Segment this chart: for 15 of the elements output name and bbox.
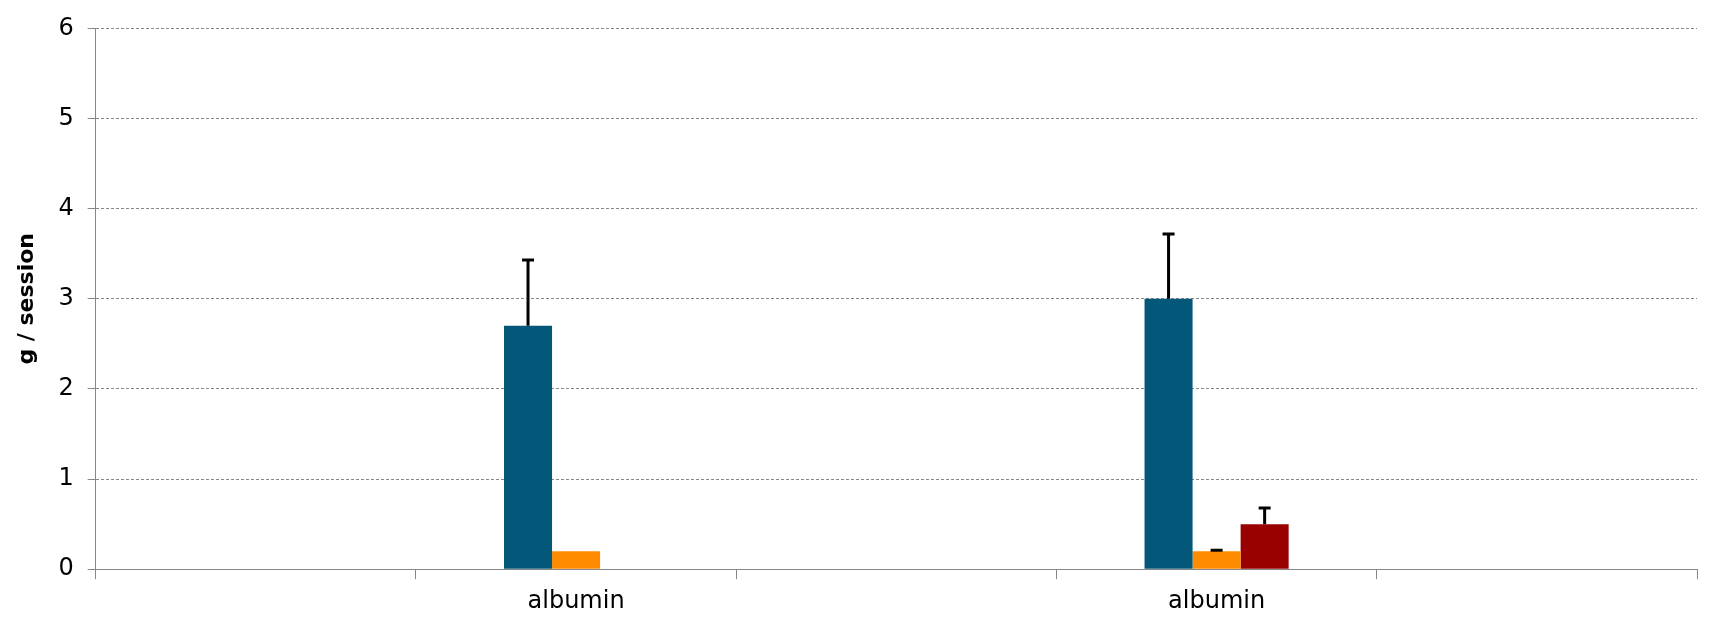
bar [552, 551, 601, 569]
y-tick-label: 0 [58, 553, 74, 582]
bar [1192, 551, 1241, 569]
x-tick-label: albumin [1168, 585, 1266, 614]
y-axis-title: g / session [12, 232, 38, 365]
y-tick-label: 5 [58, 102, 74, 131]
y-tick-label: 6 [58, 12, 74, 41]
y-tick-label: 3 [58, 283, 74, 312]
x-tick-label: albumin [527, 585, 625, 614]
y-tick-label: 2 [58, 373, 74, 402]
y-tick-label: 1 [58, 463, 74, 492]
y-tick-label: 4 [58, 192, 74, 221]
bar [1144, 298, 1193, 569]
bar [1240, 524, 1289, 569]
bar [504, 325, 553, 569]
